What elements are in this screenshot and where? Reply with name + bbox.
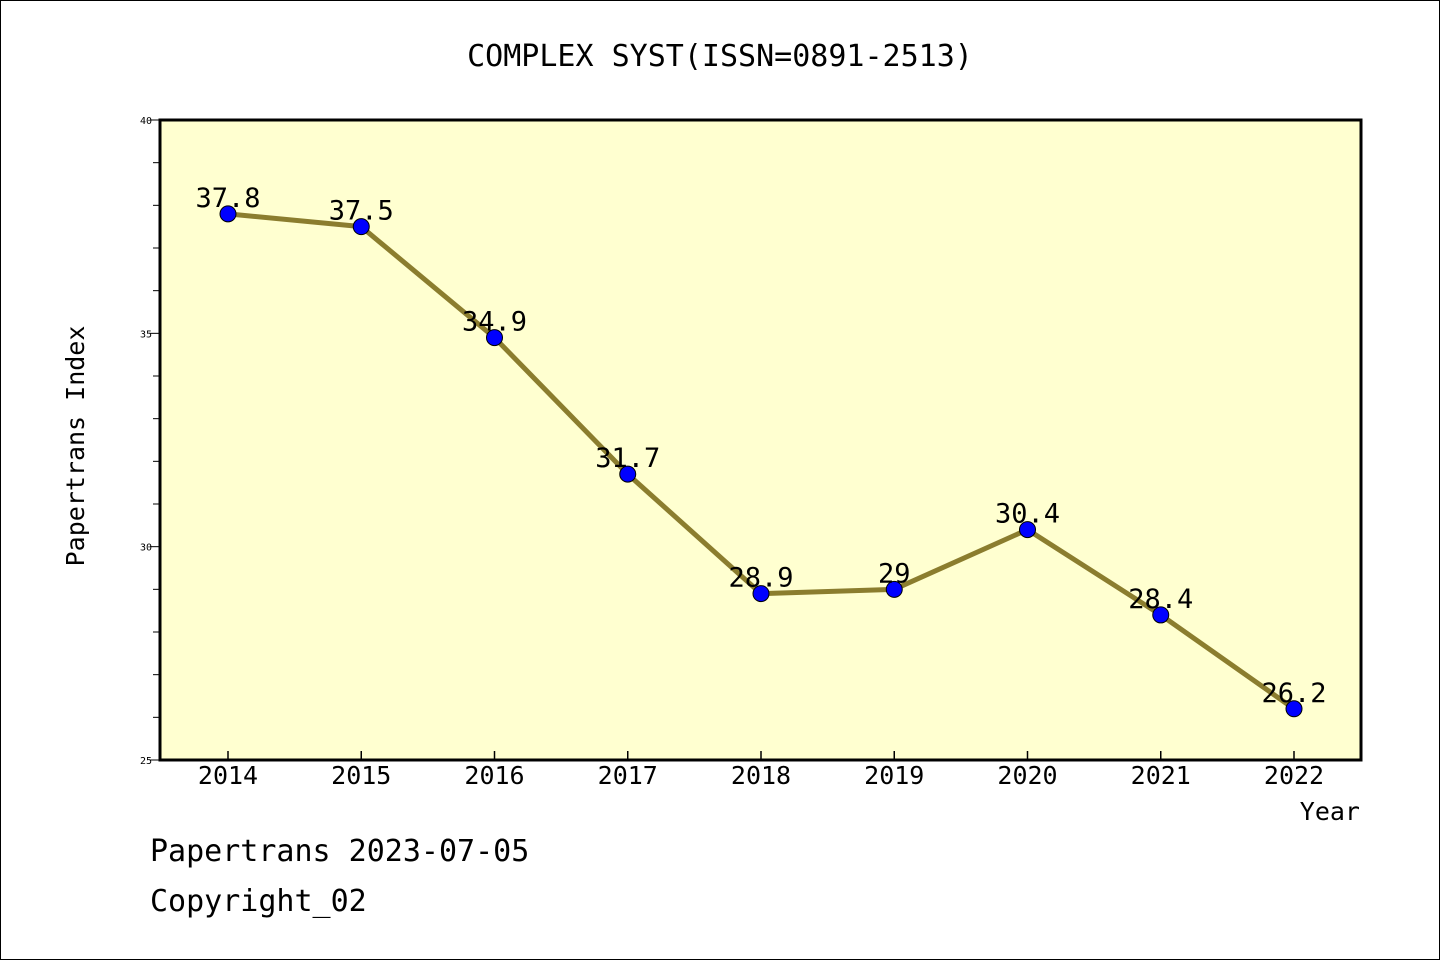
- x-tick-label: 2019: [864, 761, 924, 790]
- data-label: 34.9: [462, 307, 527, 338]
- x-tick-label: 2022: [1264, 761, 1324, 790]
- y-axis: 25 30 35 40: [140, 116, 160, 767]
- data-point: [619, 465, 637, 483]
- x-tick-label: 2017: [598, 761, 658, 790]
- y-axis-label: Papertrans Index: [61, 326, 90, 567]
- data-label: 28.9: [728, 563, 793, 594]
- data-point: [1152, 606, 1170, 624]
- data-label: 26.2: [1261, 678, 1326, 709]
- data-point: [352, 218, 370, 236]
- data-point: [752, 585, 770, 603]
- x-tick-label: 2020: [997, 761, 1057, 790]
- data-point: [219, 205, 237, 223]
- y-tick-label: 25: [140, 756, 152, 767]
- data-label: 30.4: [995, 499, 1060, 530]
- chart-title: COMPLEX SYST(ISSN=0891-2513): [467, 39, 973, 74]
- x-tick-label: 2018: [731, 761, 791, 790]
- x-tick-label: 2014: [198, 761, 258, 790]
- data-label: 37.8: [195, 183, 260, 214]
- y-tick-label: 30: [140, 543, 152, 554]
- x-axis-label: Year: [1300, 797, 1360, 826]
- y-tick-label: 35: [140, 329, 152, 340]
- data-point: [885, 580, 903, 598]
- x-axis: 2014 2015 2016 2017 2018 2019 2020 2021 2022: [198, 751, 1324, 790]
- data-label: 29: [878, 558, 911, 589]
- data-label: 28.4: [1128, 584, 1193, 615]
- x-tick-label: 2016: [464, 761, 524, 790]
- y-tick-label: 40: [140, 116, 152, 127]
- data-label: 37.5: [329, 196, 394, 227]
- data-point: [1285, 700, 1303, 718]
- data-series: 37.8 37.5 34.9 31.7 28.9 29 30.4 28.4 26.2: [195, 183, 1327, 718]
- data-label: 31.7: [595, 443, 660, 474]
- footer-copyright: Copyright_02: [150, 884, 367, 919]
- x-tick-label: 2021: [1131, 761, 1191, 790]
- data-point: [1019, 521, 1036, 539]
- data-point: [486, 329, 503, 347]
- x-tick-label: 2015: [331, 761, 391, 790]
- footer-date: Papertrans 2023-07-05: [150, 834, 530, 869]
